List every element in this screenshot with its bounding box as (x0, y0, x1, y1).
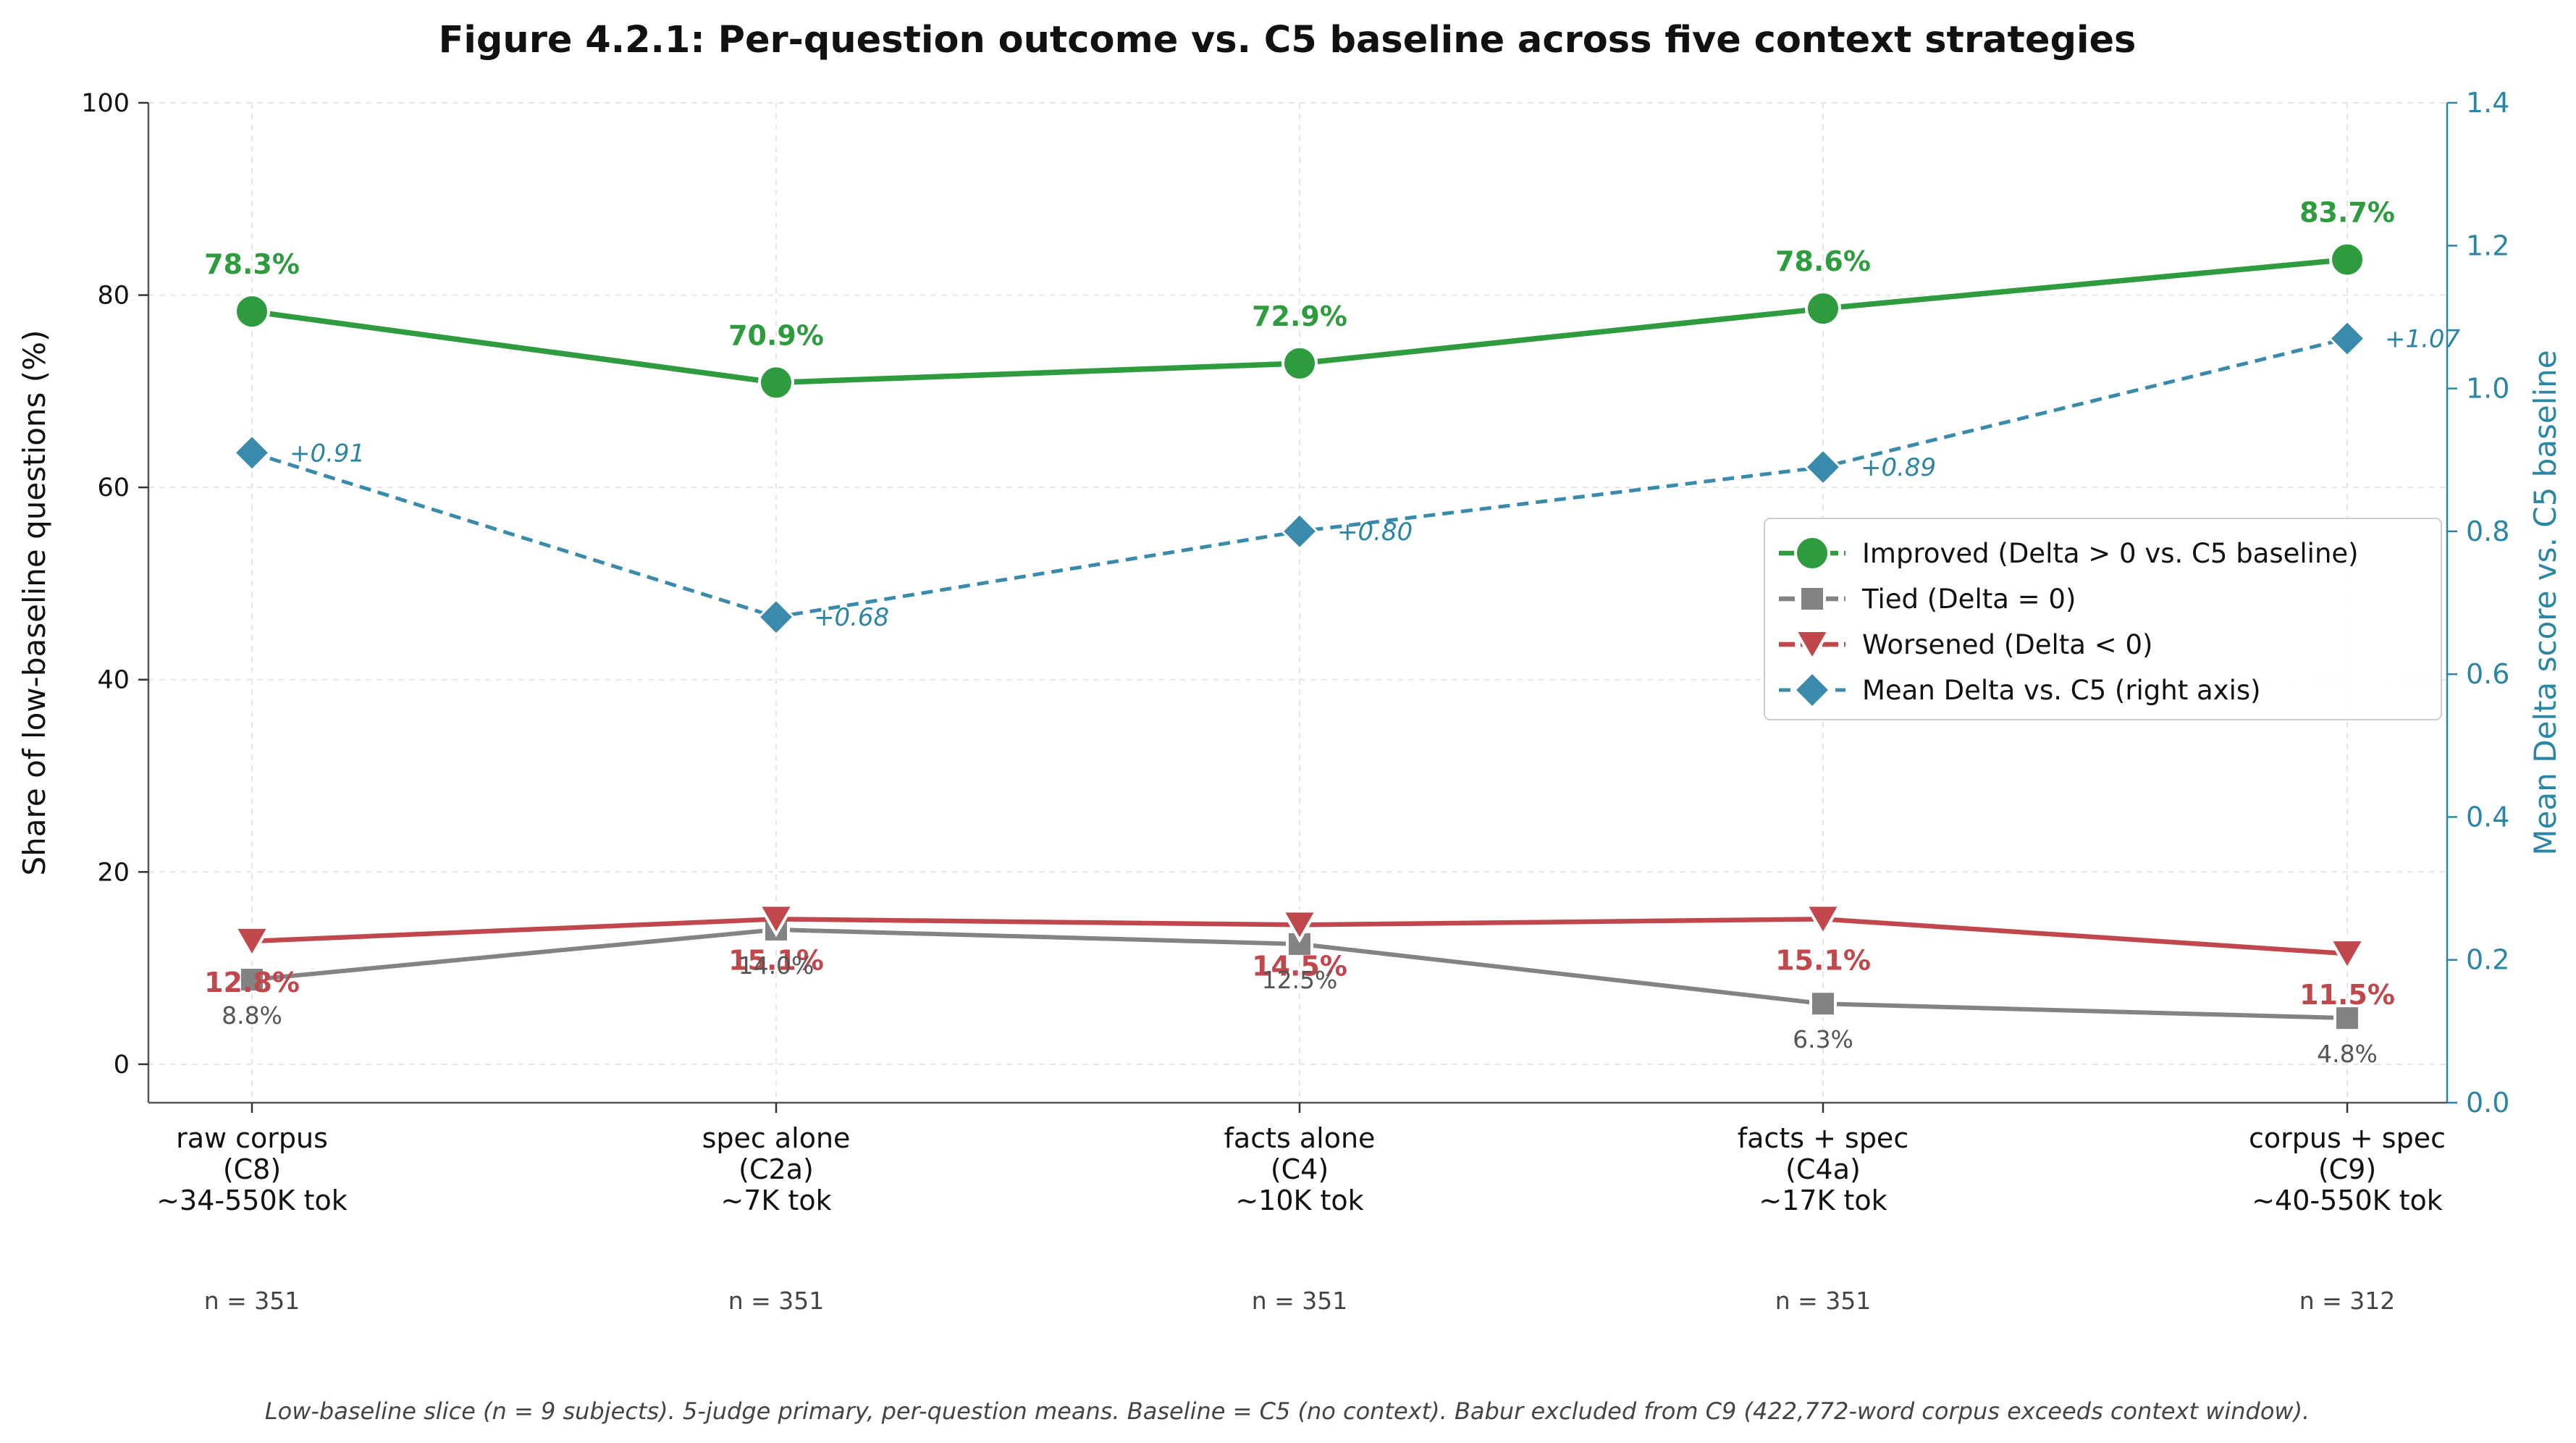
x-tick-label: ~17K tok (1759, 1185, 1887, 1216)
x-tick-label: spec alone (702, 1122, 851, 1154)
legend: Improved (Delta > 0 vs. C5 baseline) Tied… (1764, 518, 2442, 720)
point-tied (238, 966, 266, 994)
x-tick-label: (C8) (223, 1153, 281, 1185)
data-label-mean-delta: +0.89 (1861, 453, 1936, 482)
x-tick-label: ~40-550K tok (2252, 1185, 2443, 1216)
point-worsened (1803, 904, 1843, 938)
data-label-tied: 8.8% (222, 1001, 282, 1030)
data-label-worsened: 14.5% (1252, 950, 1347, 982)
y-tick-label: 0 (114, 1051, 130, 1080)
legend-marker-improved (1794, 535, 1830, 571)
x-tick-label: (C2a) (738, 1153, 814, 1185)
axes: 0 20 40 60 80 100 0.0 0.2 0.4 0.6 0.8 1.0 1.2 1.4 raw … (17, 87, 2563, 1315)
data-label-improved: 70.9% (728, 319, 824, 351)
data-label-improved: 83.7% (2299, 196, 2395, 228)
point-improved (1281, 345, 1318, 382)
y-tick-label: 80 (97, 282, 130, 311)
data-label-improved: 78.3% (204, 248, 300, 280)
point-improved (758, 364, 794, 401)
data-labels: 78.3% 70.9% 72.9% 78.6% 83.7% 12.8% 15.1% 14.5%… (204, 196, 2460, 1068)
legend-label-tied: Tied (Delta = 0) (1861, 584, 2076, 615)
x-tick-label: ~10K tok (1235, 1185, 1363, 1216)
n-label: n = 351 (204, 1287, 300, 1315)
data-label-improved: 78.6% (1775, 245, 1871, 277)
legend-marker-tied (1798, 585, 1826, 613)
series (232, 241, 2367, 1032)
y-right-tick-label: 1.0 (2466, 373, 2509, 405)
n-label: n = 351 (1252, 1287, 1348, 1315)
y-tick-label: 100 (81, 89, 130, 118)
x-tick-label: (C4a) (1785, 1153, 1861, 1185)
y-tick-label: 40 (97, 666, 130, 695)
legend-marker-mean-delta (1793, 670, 1832, 710)
data-label-worsened: 15.1% (728, 944, 824, 976)
y-tick-label: 20 (97, 858, 130, 887)
point-improved (1805, 290, 1841, 327)
legend-label-mean-delta: Mean Delta vs. C5 (right axis) (1862, 675, 2261, 706)
x-tick-label: (C4) (1271, 1153, 1329, 1185)
y-right-tick-label: 0.0 (2466, 1087, 2509, 1119)
point-worsened (2328, 938, 2367, 972)
point-tied (2333, 1004, 2361, 1032)
x-tick-label: (C9) (2318, 1153, 2376, 1185)
data-label-tied: 4.8% (2317, 1040, 2378, 1068)
y-right-tick-label: 1.2 (2466, 230, 2509, 261)
data-label-mean-delta: +1.07 (2385, 325, 2461, 354)
y-axis-right-title: Mean Delta score vs. C5 baseline (2527, 350, 2563, 855)
data-label-mean-delta: +0.68 (814, 603, 889, 632)
data-label-worsened: 12.8% (204, 967, 300, 998)
x-tick-label: ~7K tok (720, 1185, 831, 1216)
n-label: n = 351 (1775, 1287, 1872, 1315)
y-right-tick-label: 0.8 (2466, 516, 2509, 547)
y-right-tick-label: 0.6 (2466, 658, 2509, 690)
point-worsened (232, 925, 272, 959)
x-tick-label: corpus + spec (2249, 1122, 2446, 1154)
point-worsened (1280, 909, 1319, 943)
data-label-mean-delta: +0.80 (1337, 518, 1413, 547)
data-label-mean-delta: +0.91 (290, 439, 365, 468)
point-mean-delta (1803, 447, 1843, 487)
y-right-tick-label: 1.4 (2466, 87, 2509, 119)
point-tied (1809, 990, 1837, 1018)
y-axis-title: Share of low-baseline questions (%) (17, 330, 52, 876)
data-label-tied: 6.3% (1793, 1025, 1853, 1053)
point-mean-delta (757, 598, 796, 636)
legend-box (1764, 518, 2442, 720)
point-improved (234, 293, 270, 330)
y-right-tick-label: 0.2 (2466, 944, 2509, 976)
legend-marker-worsened (1793, 629, 1832, 663)
point-mean-delta (2328, 319, 2367, 358)
point-mean-delta (232, 434, 272, 472)
data-label-tied: 14.0% (738, 951, 815, 980)
x-tick-label: ~34-550K tok (156, 1185, 348, 1216)
point-mean-delta (1280, 512, 1319, 550)
legend-label-worsened: Worsened (Delta < 0) (1862, 629, 2152, 660)
point-worsened (757, 904, 796, 938)
data-label-worsened: 11.5% (2299, 979, 2395, 1011)
chart-title: Figure 4.2.1: Per-question outcome vs. C… (439, 19, 2137, 62)
y-right-tick-label: 0.4 (2466, 801, 2509, 833)
n-label: n = 351 (728, 1287, 825, 1315)
n-label: n = 312 (2299, 1287, 2396, 1315)
x-tick-label: facts alone (1224, 1122, 1376, 1154)
data-label-tied: 12.5% (1262, 966, 1338, 994)
x-tick-label: facts + spec (1738, 1122, 1908, 1154)
data-label-improved: 72.9% (1252, 300, 1347, 332)
point-improved (2329, 241, 2365, 278)
y-tick-label: 60 (97, 474, 130, 502)
x-tick-label: raw corpus (176, 1122, 328, 1154)
footnote: Low-baseline slice (n = 9 subjects). 5-j… (265, 1397, 2310, 1425)
legend-label-improved: Improved (Delta > 0 vs. C5 baseline) (1862, 538, 2359, 569)
data-label-worsened: 15.1% (1775, 944, 1871, 976)
